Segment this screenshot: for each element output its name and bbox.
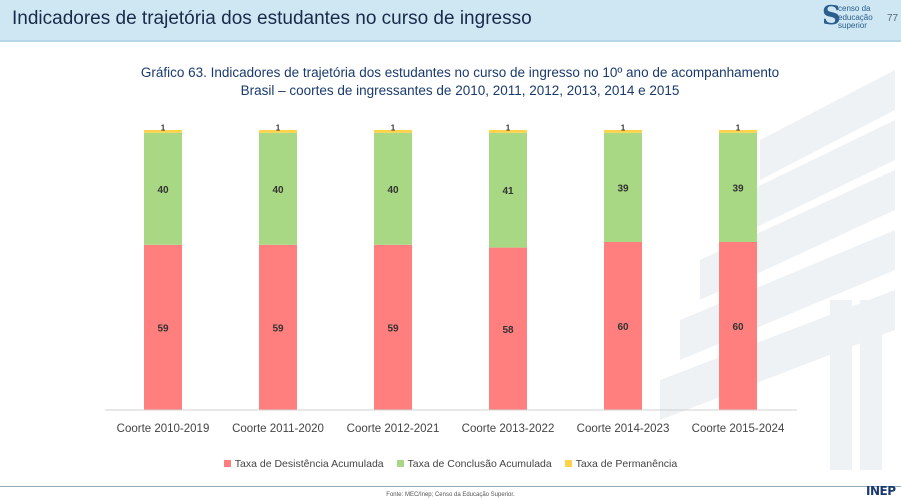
chart-subtitle: Brasil – coortes de ingressantes de 2010… [240,83,680,98]
data-label: 60 [732,322,744,333]
legend-label: Taxa de Conclusão Acumulada [407,458,552,470]
bar-segment [489,130,527,133]
censo-logo: S censo da educação superior [822,1,884,33]
x-tick-label: Coorte 2014-2023 [577,423,670,435]
chart-title: Gráfico 63. Indicadores de trajetória do… [100,64,820,100]
legend-item-desistencia: Taxa de Desistência Acumulada [223,458,384,470]
chart-title-line: Gráfico 63. Indicadores de trajetória do… [140,65,780,80]
data-label: 41 [502,186,514,197]
page-header: Indicadores de trajetória dos estudantes… [0,0,901,42]
chart-legend: Taxa de Desistência Acumulada Taxa de Co… [0,458,901,470]
bar-segment [719,242,757,410]
bar-segment [604,132,642,242]
legend-swatch [396,460,404,467]
data-label: 39 [732,183,744,194]
bar-segment [604,242,642,410]
logo-text: censo da educação superior [838,4,873,30]
inep-logo: INEP [866,484,896,498]
bar-segment [719,132,757,242]
bar-segment [489,247,527,410]
data-label: 1 [506,123,511,132]
x-tick-label: Coorte 2011-2020 [232,423,324,435]
data-label: 59 [272,323,284,334]
footer-divider [0,486,901,487]
page-number: 77 [887,13,899,24]
data-label: 40 [272,185,284,196]
bar-segment [374,132,412,245]
x-tick-label: Coorte 2015-2024 [692,423,785,435]
x-tick-label: Coorte 2012-2021 [347,423,440,435]
page-title: Indicadores de trajetória dos estudantes… [12,8,532,29]
data-label: 1 [276,123,281,132]
data-label: 40 [157,185,169,196]
bar-segment [604,130,642,133]
legend-swatch [223,460,231,467]
legend-label: Taxa de Permanência [575,458,678,470]
data-label: 58 [502,325,514,336]
bar-segment [489,132,527,248]
bar-segment [144,130,182,133]
legend-label: Taxa de Desistência Acumulada [234,458,384,470]
bar-segment [374,244,412,410]
bar-segment [374,130,412,133]
x-tick-label: Coorte 2010-2019 [117,423,210,435]
bar-segment [259,132,297,245]
data-label: 1 [391,123,396,132]
x-tick-label: Coorte 2013-2022 [462,423,555,435]
logo-letter: S [822,1,841,31]
legend-swatch [564,460,572,467]
data-label: 60 [617,322,629,333]
source-note: Fonte: MEC/Inep; Censo da Educação Super… [386,492,515,498]
bar-segment [259,244,297,410]
data-label: 1 [736,123,741,132]
bar-segment [144,244,182,410]
bar-segment [144,132,182,245]
data-label: 1 [161,123,166,132]
data-label: 1 [621,123,626,132]
legend-item-permanencia: Taxa de Permanência [564,458,678,470]
data-label: 59 [157,323,169,334]
data-label: 39 [617,183,629,194]
bar-segment [259,130,297,133]
legend-item-conclusao: Taxa de Conclusão Acumulada [396,458,552,470]
data-label: 40 [387,185,399,196]
data-label: 59 [387,323,399,334]
bar-segment [719,130,757,133]
